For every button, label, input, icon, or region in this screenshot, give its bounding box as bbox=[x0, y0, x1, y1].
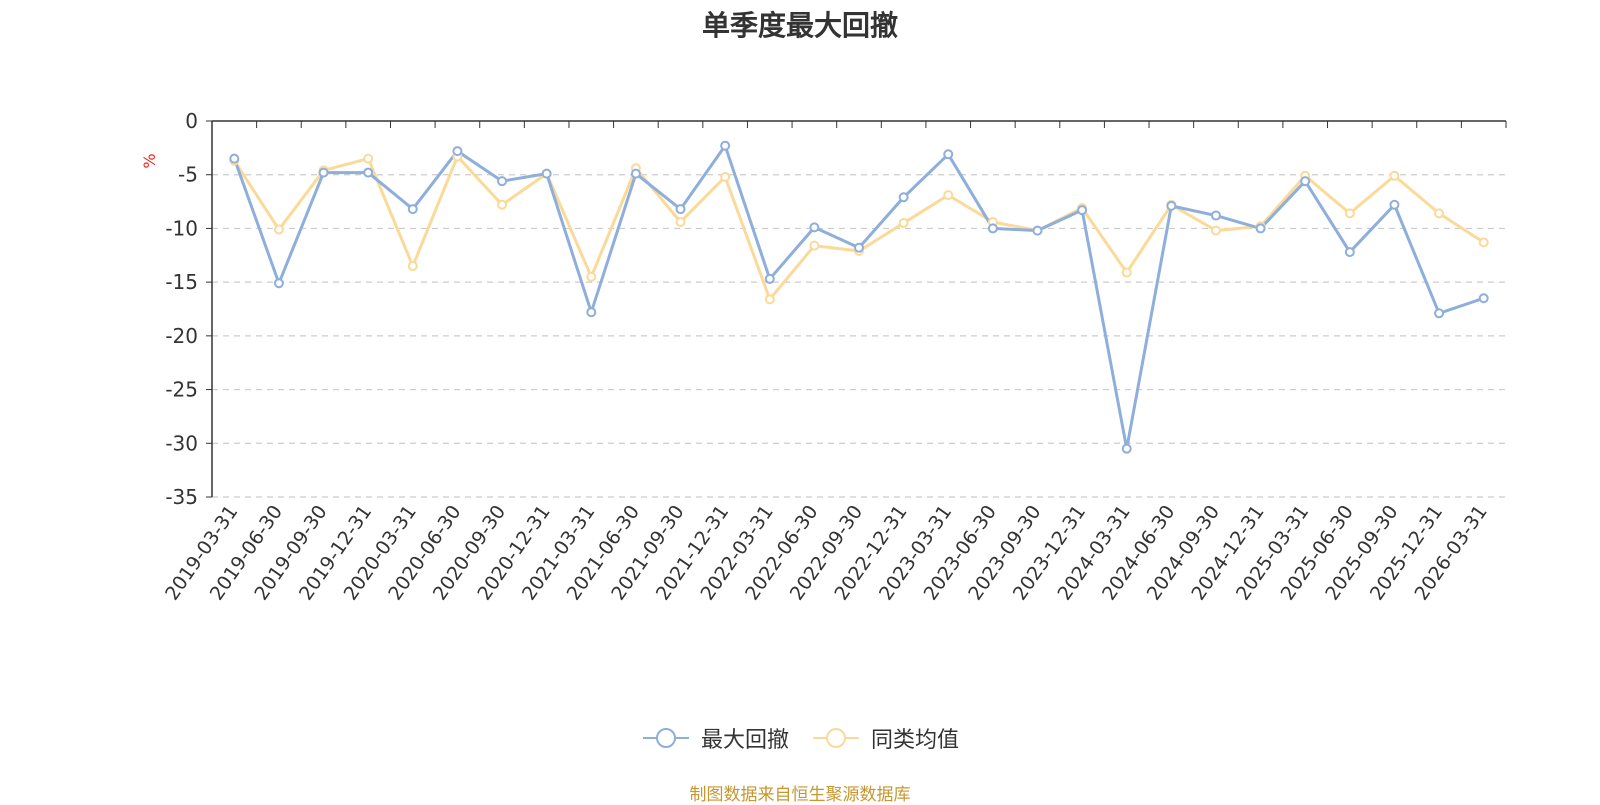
data-point bbox=[318, 167, 329, 178]
y-tick-label: -20 bbox=[165, 324, 198, 348]
y-tick-label: -5 bbox=[178, 163, 198, 187]
data-point bbox=[720, 140, 731, 151]
legend-line-circle-icon bbox=[813, 728, 859, 748]
data-point bbox=[1434, 208, 1445, 219]
legend-label: 最大回撤 bbox=[700, 728, 789, 753]
y-tick-label: 0 bbox=[185, 109, 198, 133]
data-point bbox=[229, 153, 240, 164]
data-point bbox=[1121, 443, 1132, 454]
data-point bbox=[943, 149, 954, 160]
data-point bbox=[1389, 170, 1400, 181]
data-point bbox=[1389, 199, 1400, 210]
data-point bbox=[987, 223, 998, 234]
data-point bbox=[1344, 208, 1355, 219]
y-tick-label: -10 bbox=[165, 216, 198, 240]
data-point bbox=[809, 222, 820, 233]
y-tick-label: -15 bbox=[165, 270, 198, 294]
data-point bbox=[1478, 237, 1489, 248]
data-point bbox=[1255, 223, 1266, 234]
series-line-0 bbox=[232, 144, 1485, 451]
y-tick-label: -35 bbox=[165, 485, 198, 509]
data-point bbox=[898, 218, 909, 229]
y-axis-unit-label: % bbox=[140, 153, 159, 168]
data-point bbox=[898, 192, 909, 203]
data-point bbox=[809, 240, 820, 251]
data-point bbox=[764, 294, 775, 305]
data-point bbox=[1478, 293, 1489, 304]
data-point bbox=[273, 278, 284, 289]
data-point bbox=[497, 199, 508, 210]
data-point bbox=[764, 273, 775, 284]
data-point bbox=[1166, 200, 1177, 211]
chart-title: 单季度最大回撤 bbox=[701, 9, 898, 42]
data-point bbox=[586, 271, 597, 282]
data-point bbox=[943, 190, 954, 201]
data-point bbox=[1344, 247, 1355, 258]
data-point bbox=[497, 176, 508, 187]
data-point bbox=[675, 216, 686, 227]
data-source-note: 制图数据来自恒生聚源数据库 bbox=[689, 785, 911, 805]
data-point bbox=[363, 167, 374, 178]
data-point bbox=[1121, 267, 1132, 278]
data-point bbox=[1210, 210, 1221, 221]
tick-labels: 0-5-10-15-20-25-30-35%2019-03-312019-06-… bbox=[140, 109, 1492, 604]
data-point bbox=[675, 204, 686, 215]
data-point bbox=[273, 224, 284, 235]
data-point bbox=[452, 146, 463, 157]
legend-item-peer-average[interactable]: 同类均值 bbox=[811, 722, 959, 754]
data-point bbox=[854, 242, 864, 253]
data-point bbox=[1077, 205, 1088, 216]
legend-line-circle-icon bbox=[642, 728, 689, 748]
data-point bbox=[541, 168, 552, 179]
legend-label: 同类均值 bbox=[871, 728, 960, 753]
data-point bbox=[1032, 225, 1043, 236]
series-lines bbox=[229, 140, 1489, 454]
data-point bbox=[1434, 308, 1445, 319]
data-point bbox=[407, 204, 418, 215]
data-point bbox=[586, 307, 597, 318]
data-point bbox=[363, 153, 374, 164]
data-point bbox=[407, 261, 418, 272]
legend: 最大回撤 同类均值 bbox=[0, 722, 1600, 754]
y-tick-label: -25 bbox=[165, 378, 198, 402]
data-point bbox=[630, 168, 641, 179]
grid-lines bbox=[212, 174, 1506, 498]
y-tick-label: -30 bbox=[165, 431, 198, 455]
legend-item-max-drawdown[interactable]: 最大回撤 bbox=[641, 722, 789, 754]
data-point bbox=[1210, 225, 1221, 236]
data-point bbox=[1300, 176, 1311, 187]
axes bbox=[206, 120, 1507, 498]
data-point bbox=[720, 171, 731, 182]
